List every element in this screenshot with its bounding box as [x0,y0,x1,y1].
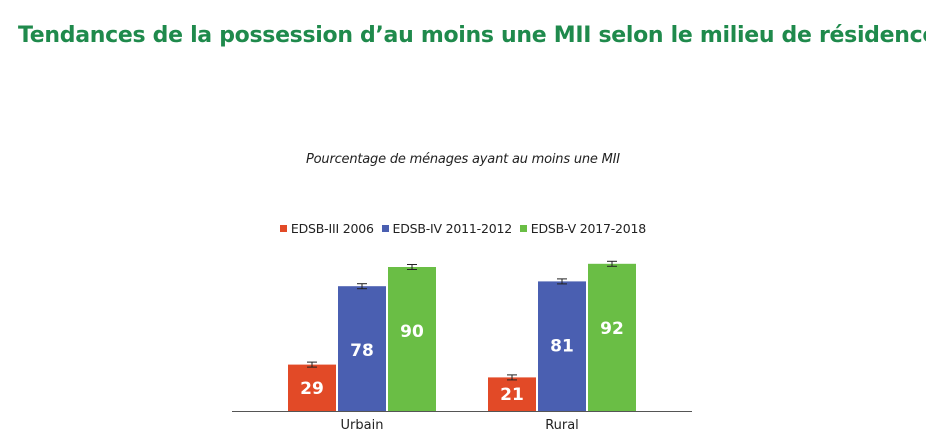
bar-rural-2 [588,263,636,411]
page-title: Tendances de la possession d’au moins un… [18,23,926,48]
x-tick-label-rural: Rural [545,418,579,433]
legend-label-0: EDSB-III 2006 [290,221,374,236]
legend-label-2: EDSB-V 2017-2018 [530,221,647,236]
legend-swatch-2 [519,225,527,232]
x-tick-label-urbain: Urbain [341,418,384,433]
data-label-rural-2: 92 [600,319,624,339]
data-label-urbain-2: 90 [400,322,424,342]
data-label-rural-0: 21 [500,385,524,405]
legend-swatch-1 [381,225,389,232]
data-label-urbain-0: 29 [300,379,324,399]
legend-item-1: EDSB-IV 2011-2012 [381,221,513,236]
bar-rural-1 [538,281,586,411]
chart-subtitle: Pourcentage de ménages ayant au moins un… [306,152,620,167]
legend-item-0: EDSB-III 2006 [279,221,374,236]
bar-rural-0 [488,377,536,411]
legend-item-2: EDSB-V 2017-2018 [519,221,647,236]
bar-urbain-2 [388,267,436,411]
legend-swatch-0 [279,225,287,232]
bar-urbain-1 [338,286,386,411]
bar-urbain-0 [288,364,336,411]
data-label-urbain-1: 78 [350,341,374,361]
data-label-rural-1: 81 [550,336,574,356]
legend-label-1: EDSB-IV 2011-2012 [392,221,513,236]
chart-legend: EDSB-III 2006 EDSB-IV 2011-2012 EDSB-V 2… [0,221,926,236]
